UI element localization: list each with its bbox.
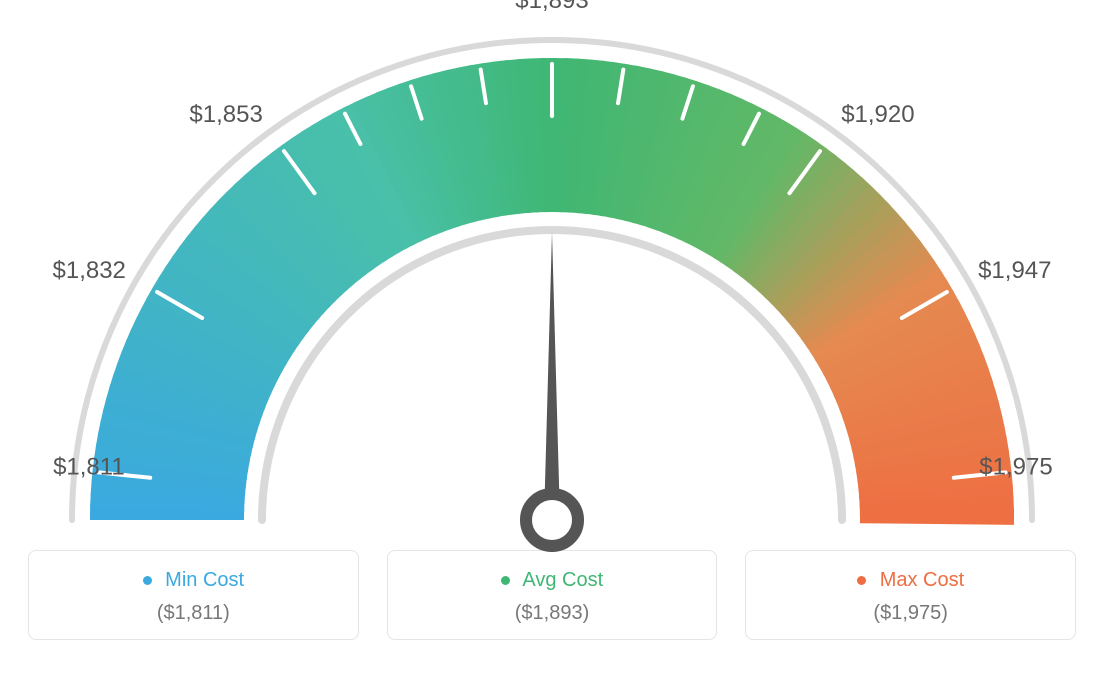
gauge-hub bbox=[526, 494, 578, 546]
gauge-tick-label: $1,947 bbox=[978, 257, 1051, 284]
gauge-tick-label: $1,893 bbox=[515, 0, 588, 14]
legend-title-avg-text: Avg Cost bbox=[522, 569, 603, 591]
legend-value-max: ($1,975) bbox=[756, 602, 1065, 625]
gauge-svg: $1,811 $1,832 $1,853 $1,893 $1,920 $1,947 $1,9… bbox=[0, 0, 1104, 560]
legend-card-max: Max Cost ($1,975) bbox=[745, 550, 1076, 640]
min-dot-icon bbox=[143, 576, 152, 585]
gauge-tick-label: $1,853 bbox=[189, 101, 262, 128]
gauge-tick-label: $1,832 bbox=[53, 257, 126, 284]
legend-title-min: Min Cost bbox=[39, 569, 348, 592]
gauge-tick-label: $1,920 bbox=[841, 101, 914, 128]
gauge-chart: $1,811 $1,832 $1,853 $1,893 $1,920 $1,947 $1,9… bbox=[0, 0, 1104, 560]
gauge-needle bbox=[544, 232, 560, 520]
legend-value-avg: ($1,893) bbox=[398, 602, 707, 625]
gauge-tick-label: $1,811 bbox=[53, 454, 125, 481]
gauge-tick-label: $1,975 bbox=[979, 454, 1052, 481]
legend-card-min: Min Cost ($1,811) bbox=[28, 550, 359, 640]
max-dot-icon bbox=[857, 576, 866, 585]
legend-title-max: Max Cost bbox=[756, 569, 1065, 592]
legend-row: Min Cost ($1,811) Avg Cost ($1,893) Max … bbox=[0, 550, 1104, 640]
legend-title-max-text: Max Cost bbox=[880, 569, 964, 591]
legend-title-avg: Avg Cost bbox=[398, 569, 707, 592]
legend-title-min-text: Min Cost bbox=[165, 569, 244, 591]
legend-value-min: ($1,811) bbox=[39, 602, 348, 625]
avg-dot-icon bbox=[501, 576, 510, 585]
legend-card-avg: Avg Cost ($1,893) bbox=[387, 550, 718, 640]
